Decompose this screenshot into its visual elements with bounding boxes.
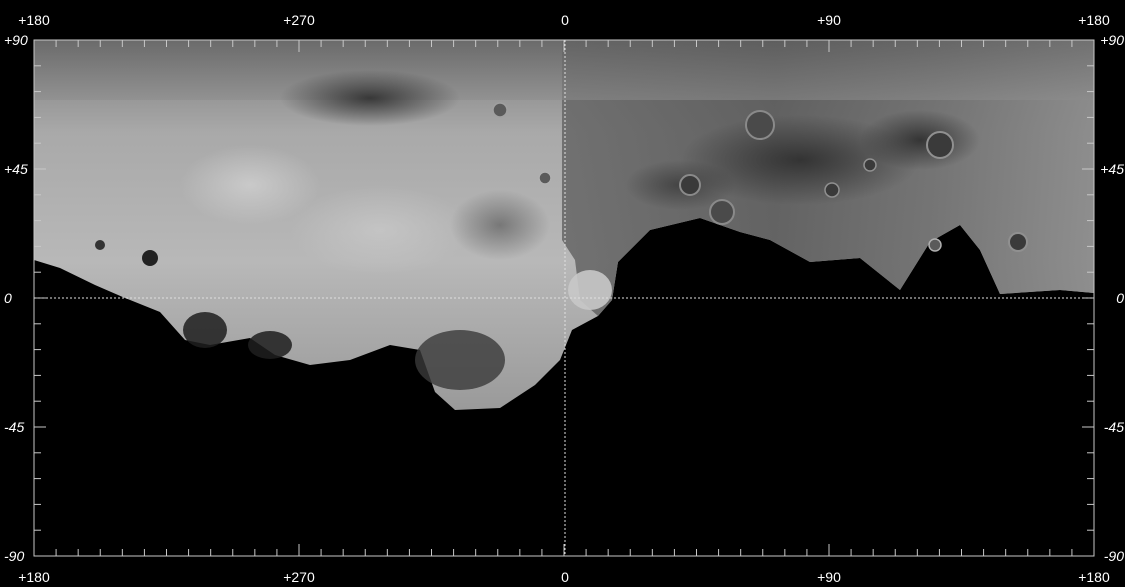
longitude-label: +270	[283, 12, 315, 28]
longitude-label: +270	[283, 569, 315, 585]
longitude-label: +180	[1078, 569, 1110, 585]
crater	[142, 250, 158, 266]
surface-imagery	[34, 40, 1094, 410]
latitude-label: +90	[1100, 32, 1124, 48]
zero-lines	[34, 40, 1094, 556]
crater	[745, 110, 775, 140]
crater-shadow	[183, 312, 227, 348]
crater	[679, 174, 701, 196]
latitude-label: 0	[1116, 290, 1124, 306]
crater	[928, 238, 942, 252]
latitude-label: +45	[1100, 161, 1124, 177]
crater	[926, 131, 954, 159]
latitude-label: 0	[4, 290, 12, 306]
latitude-label: +90	[4, 32, 28, 48]
dark-basin	[680, 115, 920, 205]
dark-basin	[860, 110, 980, 170]
crater	[709, 199, 735, 225]
longitude-label: +180	[1078, 12, 1110, 28]
bright-region	[180, 145, 320, 225]
graticule-ticks	[33, 39, 1095, 557]
crater	[538, 171, 552, 185]
latitude-label: -45	[1103, 419, 1124, 435]
longitude-label: +90	[817, 12, 841, 28]
bright-region	[290, 185, 470, 275]
dark-basin	[450, 190, 550, 260]
longitude-label: +180	[18, 12, 50, 28]
latitude-label: -90	[4, 548, 25, 564]
crater	[824, 182, 840, 198]
longitude-label: +180	[18, 569, 50, 585]
bright-crater	[568, 270, 612, 310]
dark-basin	[280, 70, 460, 126]
latitude-label: +45	[4, 161, 28, 177]
crater-shadow	[248, 331, 292, 359]
crater-shadow	[415, 330, 505, 390]
longitude-label: 0	[561, 12, 569, 28]
longitude-label: 0	[561, 569, 569, 585]
crater	[95, 240, 105, 250]
crater	[1008, 232, 1028, 252]
longitude-label: +90	[817, 569, 841, 585]
crater	[492, 102, 508, 118]
latitude-label: -45	[4, 419, 25, 435]
latitude-label: -90	[1103, 548, 1124, 564]
crater	[863, 158, 877, 172]
